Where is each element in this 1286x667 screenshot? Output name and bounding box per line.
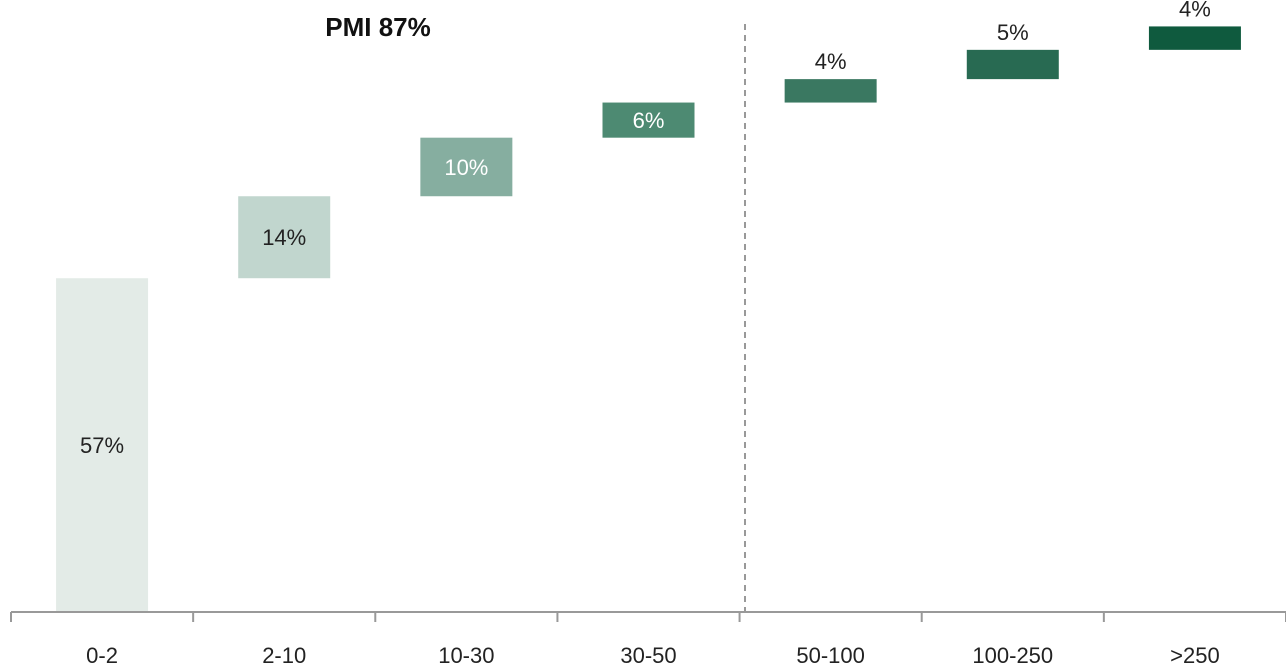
bar [420, 137, 513, 197]
x-tick-label: 0-2 [86, 643, 118, 667]
x-tick-label: 100-250 [972, 643, 1053, 667]
bar [602, 102, 695, 138]
data-label: 57% [80, 433, 124, 458]
x-axis-ticks [10, 612, 1286, 622]
bar [238, 196, 331, 279]
x-tick-label: 10-30 [438, 643, 494, 667]
x-tick-label: >250 [1170, 643, 1220, 667]
bar [966, 49, 1059, 80]
x-axis-labels: 0-2 2-10 10-30 30-50 50-100 100-250 >250 [86, 643, 1220, 667]
data-label: 5% [997, 20, 1029, 45]
bar [784, 79, 877, 103]
data-label: 10% [444, 155, 488, 180]
x-tick-label: 50-100 [796, 643, 865, 667]
data-label: 6% [633, 108, 665, 133]
bar [56, 278, 149, 612]
data-label: 4% [1179, 0, 1211, 21]
data-label: 14% [262, 225, 306, 250]
x-tick-label: 2-10 [262, 643, 306, 667]
bar [1148, 26, 1241, 50]
bars-group [56, 26, 1241, 612]
x-tick-label: 30-50 [620, 643, 676, 667]
data-labels: 57% 14% 10% 6% 4% 5% 4% [80, 0, 1211, 458]
data-label: 4% [815, 49, 847, 74]
pmi-annotation: PMI 87% [325, 12, 431, 42]
